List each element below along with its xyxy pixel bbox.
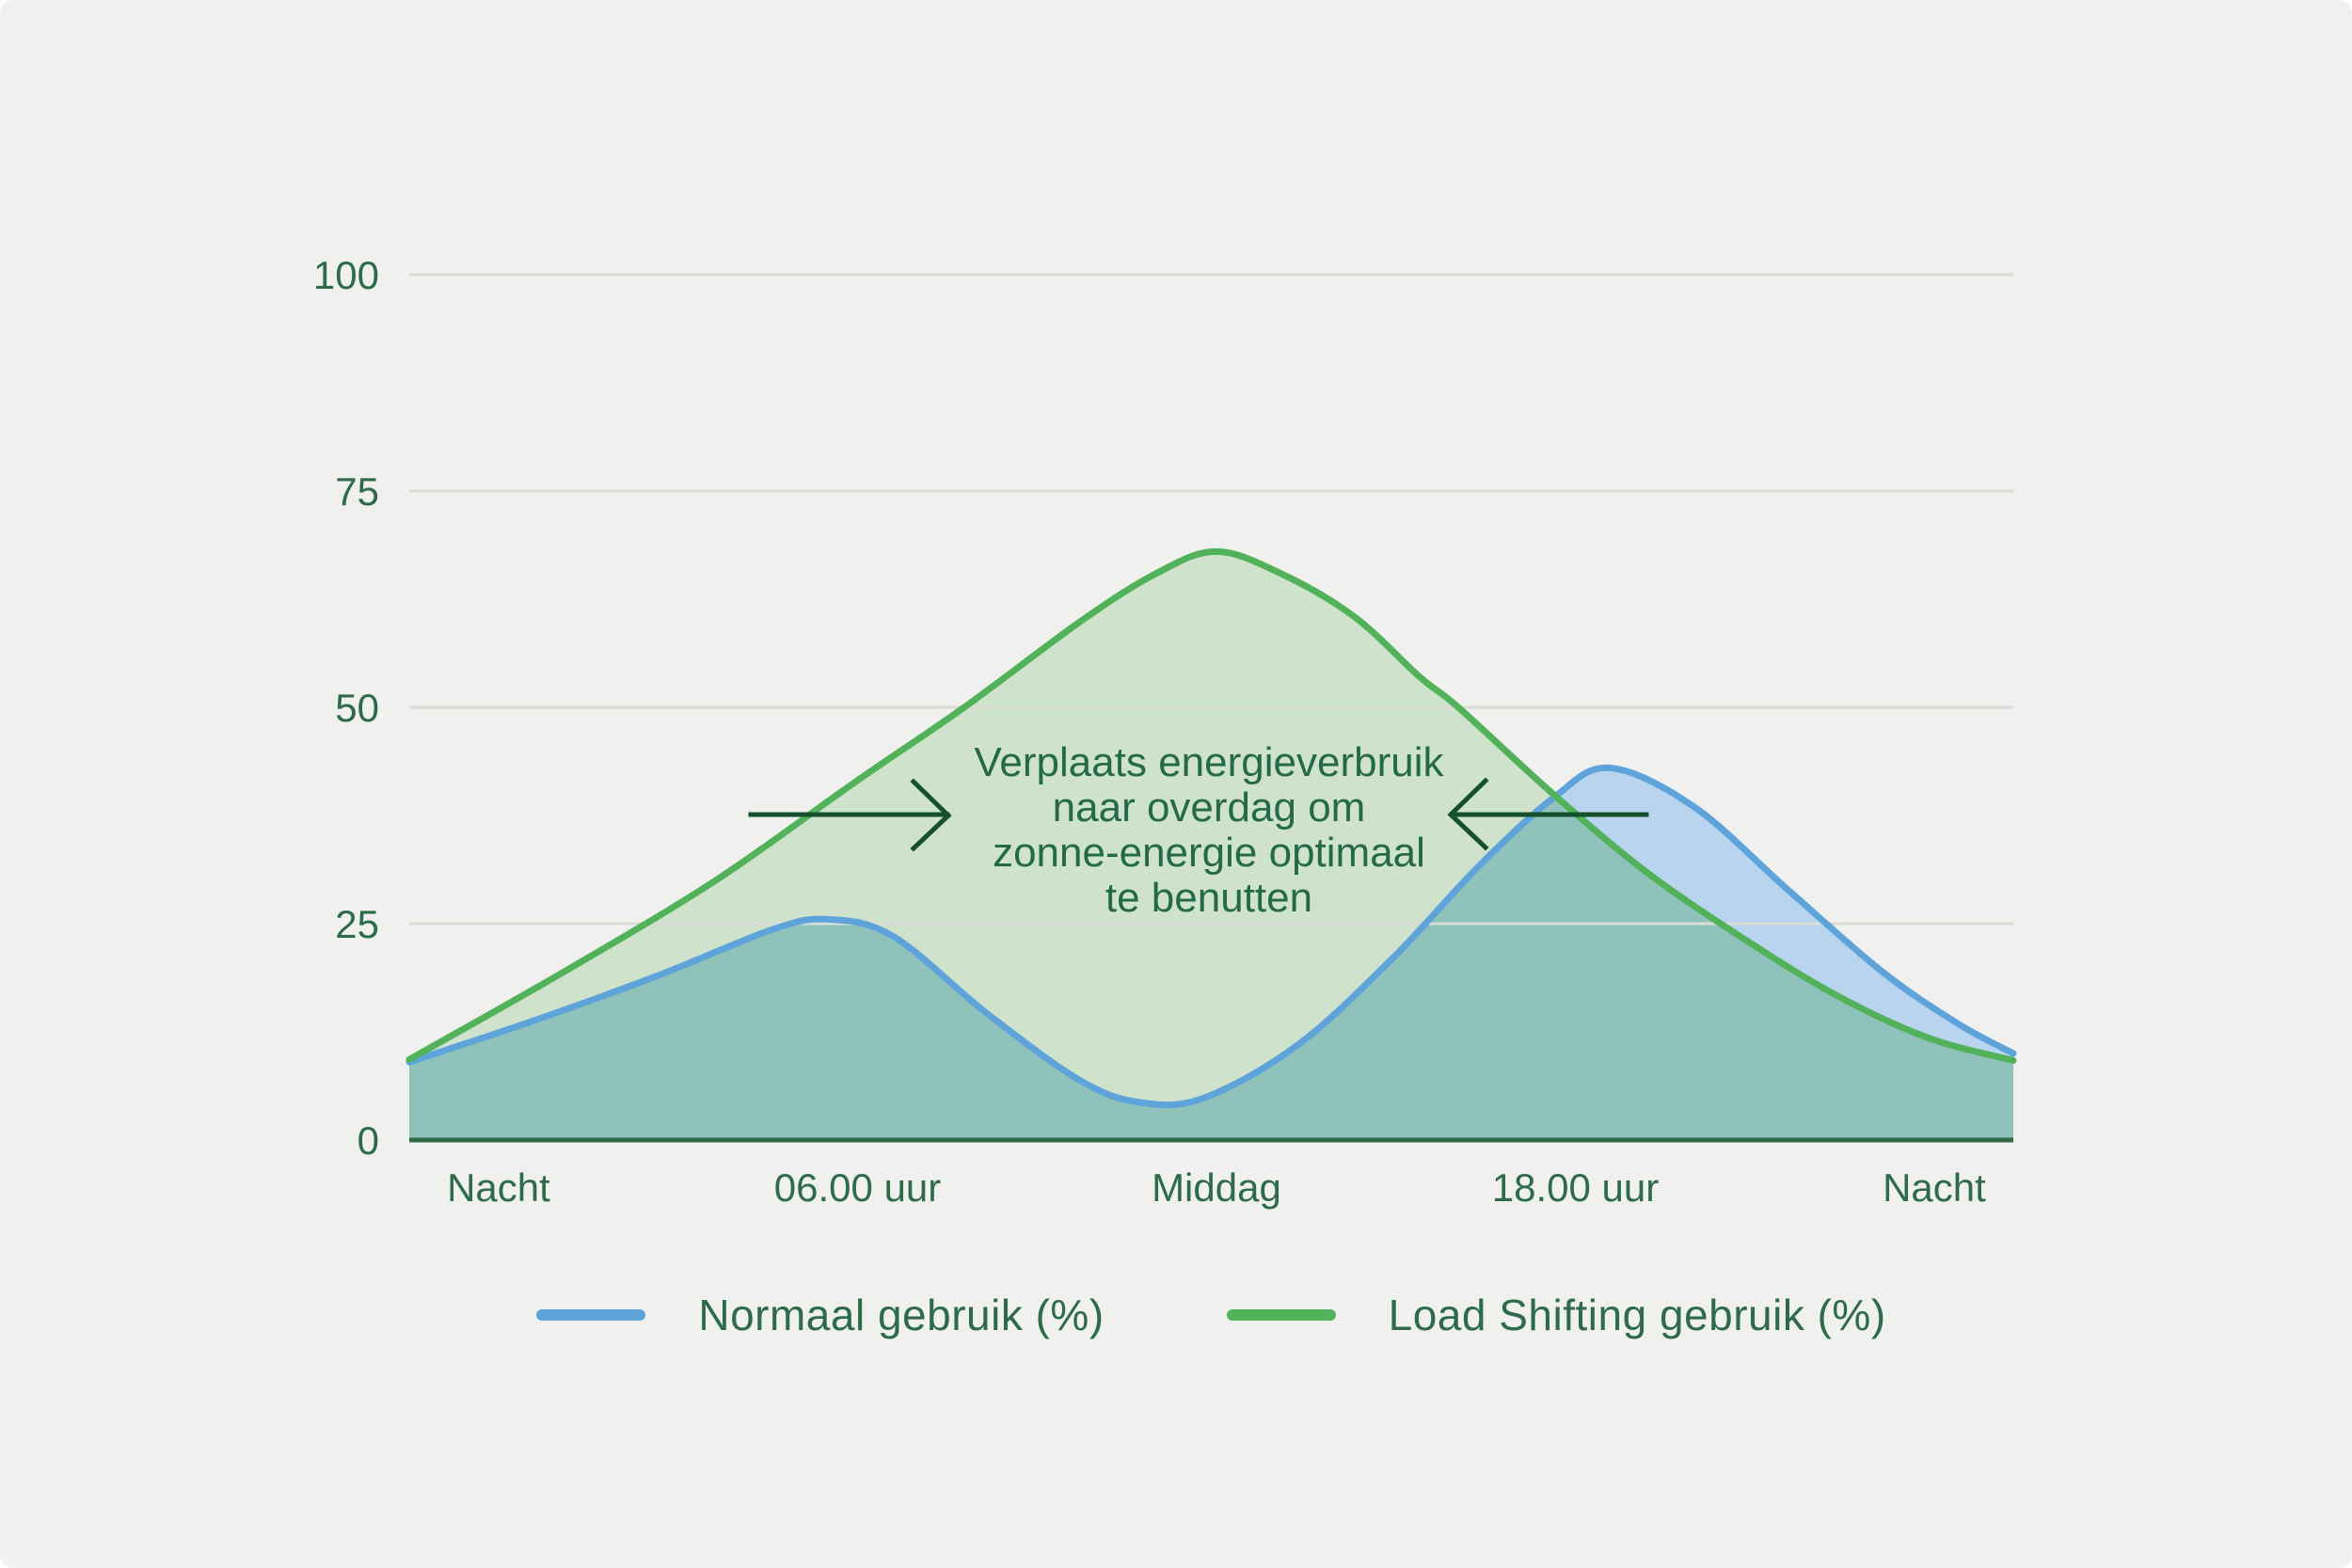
arrow-right-icon bbox=[748, 778, 952, 852]
legend-item-load-shifting-gebruik: Load Shifting gebruik (%) bbox=[1226, 1290, 1886, 1340]
y-tick-label: 0 bbox=[358, 1118, 379, 1163]
x-tick-label: Nacht bbox=[1883, 1165, 1986, 1210]
arrow-left-icon bbox=[1447, 777, 1649, 851]
annotation-line: zonne-energie optimaal bbox=[993, 830, 1425, 876]
load-shifting-line bbox=[405, 547, 2017, 1064]
legend-swatch-blue-line-icon bbox=[536, 1309, 646, 1321]
normal-usage-line bbox=[405, 764, 2017, 1109]
legend-label: Normaal gebruik (%) bbox=[698, 1291, 1104, 1339]
chart-legend: Normaal gebruik (%) Load Shifting gebrui… bbox=[409, 1287, 2013, 1343]
legend-label: Load Shifting gebruik (%) bbox=[1388, 1291, 1886, 1339]
legend-item-normaal-gebruik: Normaal gebruik (%) bbox=[536, 1290, 1104, 1340]
y-tick-label: 25 bbox=[335, 902, 379, 946]
x-tick-label: 18.00 uur bbox=[1492, 1165, 1659, 1210]
y-tick-label: 50 bbox=[335, 686, 379, 730]
x-tick-label: Nacht bbox=[447, 1165, 550, 1210]
y-tick-label: 75 bbox=[335, 469, 379, 514]
x-tick-label: 06.00 uur bbox=[774, 1165, 941, 1210]
legend-swatch-green-line-icon bbox=[1226, 1309, 1336, 1321]
overlap-area bbox=[409, 768, 2013, 1140]
annotation-line: te benutten bbox=[1105, 875, 1312, 921]
y-tick-label: 100 bbox=[313, 253, 379, 297]
x-tick-label: Middag bbox=[1152, 1165, 1281, 1210]
annotation-line: Verplaats energieverbruik bbox=[975, 739, 1445, 785]
annotation-line: naar overdag om bbox=[1053, 784, 1366, 831]
